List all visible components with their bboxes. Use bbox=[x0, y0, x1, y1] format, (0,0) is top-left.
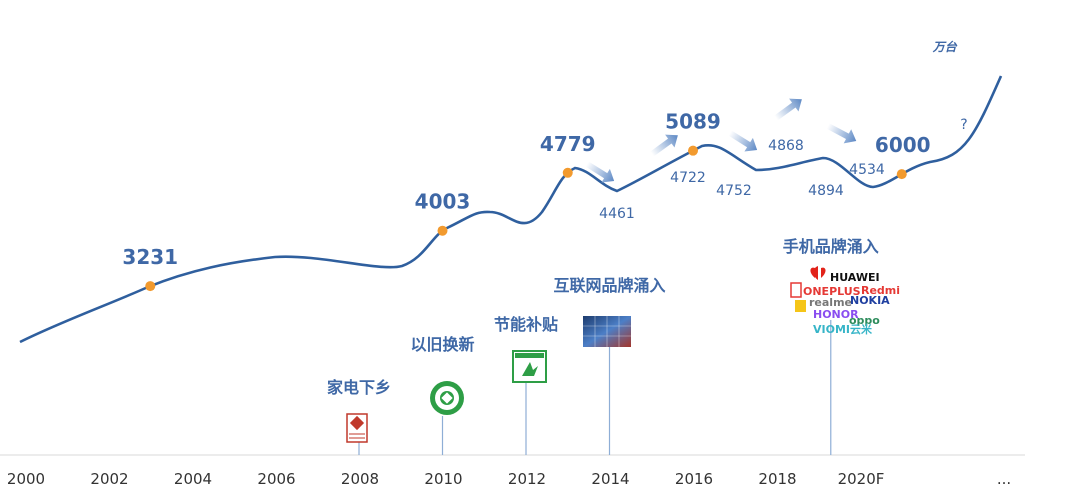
event-label: 家电下乡 bbox=[327, 378, 391, 397]
x-tick-label: 2004 bbox=[174, 470, 212, 488]
peak-marker bbox=[688, 145, 698, 156]
energy-saving-logo bbox=[512, 350, 547, 383]
brand-redmi: Redmi bbox=[861, 284, 900, 297]
oneplus-icon bbox=[790, 282, 802, 298]
event-label: 手机品牌涌入 bbox=[783, 237, 879, 256]
x-tick-label: 2010 bbox=[424, 470, 462, 488]
annotation-label: 4534 bbox=[849, 162, 885, 178]
brand-oppo: oppo bbox=[849, 314, 880, 327]
brand-nokia: NOKIA bbox=[850, 294, 890, 307]
annotation-label: ? bbox=[960, 117, 967, 133]
huawei-icon bbox=[810, 266, 826, 280]
trade-in-logo bbox=[430, 381, 464, 415]
event-label: 节能补贴 bbox=[494, 315, 558, 334]
annotation-label: 4461 bbox=[599, 206, 635, 222]
annotation-label: 4752 bbox=[716, 183, 752, 199]
trend-arrow bbox=[728, 130, 758, 152]
brand-viomi: VIOMI云米 bbox=[813, 322, 873, 336]
trend-arrow bbox=[774, 98, 802, 121]
trend-arrow bbox=[585, 161, 615, 183]
peak-marker bbox=[145, 281, 156, 292]
annotation-label: 4868 bbox=[768, 138, 804, 154]
x-tick-label: 2018 bbox=[758, 470, 796, 488]
brand-oneplus: ONEPLUS bbox=[803, 285, 861, 298]
x-tick-label: 2020F bbox=[838, 470, 885, 488]
x-tick-label: 2006 bbox=[257, 470, 295, 488]
event-label: 以旧换新 bbox=[410, 335, 474, 354]
trend-arrow bbox=[650, 134, 678, 157]
peak-marker bbox=[562, 167, 573, 178]
peak-marker bbox=[437, 225, 448, 236]
trend-arrows bbox=[585, 98, 857, 183]
brand-huawei: HUAWEI bbox=[830, 271, 880, 284]
rural-appliance-logo bbox=[346, 413, 368, 443]
x-tick-label: 2012 bbox=[508, 470, 546, 488]
peak-value-label: 4779 bbox=[540, 132, 596, 156]
peak-value-label: 6000 bbox=[875, 133, 931, 157]
event-label: 互联网品牌涌入 bbox=[553, 276, 665, 295]
x-tick-label: 2016 bbox=[675, 470, 713, 488]
phone-brands-logos: HUAWEI ONEPLUS Redmi realme NOKIA HONOR … bbox=[790, 266, 900, 336]
x-tick-label: 2000 bbox=[7, 470, 45, 488]
peak-marker bbox=[896, 169, 907, 180]
realme-icon bbox=[795, 300, 806, 312]
x-tick-label: ... bbox=[997, 470, 1011, 488]
internet-brands-image bbox=[583, 316, 631, 347]
brand-honor: HONOR bbox=[813, 308, 859, 321]
x-tick-label: 2008 bbox=[341, 470, 379, 488]
x-tick-label: 2002 bbox=[90, 470, 128, 488]
unit-label: 万台 bbox=[932, 40, 958, 54]
peak-value-label: 4003 bbox=[415, 190, 471, 214]
x-tick-label: 2014 bbox=[591, 470, 629, 488]
trend-arrow bbox=[826, 123, 857, 144]
peak-value-label: 5089 bbox=[665, 110, 721, 134]
annotation-label: 4722 bbox=[670, 170, 706, 186]
annotation-label: 4894 bbox=[808, 183, 844, 199]
brand-realme: realme bbox=[809, 296, 852, 309]
peak-value-label: 3231 bbox=[122, 245, 178, 269]
